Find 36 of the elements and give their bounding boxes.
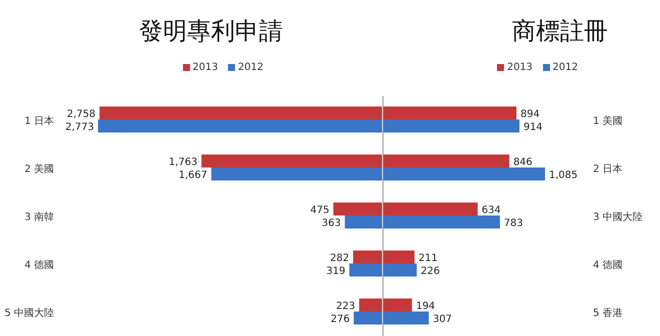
data-label: 307 <box>432 314 452 326</box>
y-tick-label: 3 中國大陸 <box>593 211 643 223</box>
legend-label: 2013 <box>192 62 218 73</box>
data-label: 194 <box>416 301 436 312</box>
data-label: 319 <box>326 266 346 278</box>
chart-title: 商標註冊 <box>511 16 609 47</box>
data-label: 223 <box>336 301 356 312</box>
y-tick-label: 2 日本 <box>593 163 623 175</box>
y-tick-label: 2 美國 <box>24 163 54 175</box>
data-label: 1,667 <box>178 170 208 182</box>
data-label: 846 <box>513 157 532 168</box>
y-tick-label: 3 南韓 <box>24 211 54 223</box>
y-tick-label: 5 中國大陸 <box>4 307 54 319</box>
data-label: 475 <box>310 205 330 216</box>
legend-label: 2012 <box>552 62 578 73</box>
y-tick-label: 1 日本 <box>24 115 54 127</box>
data-label: 276 <box>330 314 350 326</box>
y-tick-label: 1 美國 <box>593 115 623 127</box>
data-label: 2,758 <box>66 109 96 120</box>
data-label: 1,085 <box>549 170 578 182</box>
data-label: 2,773 <box>65 122 94 134</box>
data-label: 1,763 <box>168 157 198 168</box>
y-tick-label: 4 德國 <box>24 260 54 271</box>
data-label: 282 <box>330 253 350 264</box>
legend-label: 2013 <box>506 62 533 73</box>
data-label: 914 <box>523 122 543 134</box>
data-label: 211 <box>418 253 438 264</box>
legend-label: 2012 <box>237 62 264 73</box>
y-tick-label: 4 德國 <box>593 260 623 271</box>
data-label: 634 <box>482 205 501 216</box>
data-label: 226 <box>420 266 440 278</box>
data-label: 783 <box>504 218 524 230</box>
chart-title: 發明專利申請 <box>138 16 284 47</box>
y-tick-label: 5 香港 <box>593 307 623 319</box>
data-label: 363 <box>322 218 341 230</box>
data-label: 894 <box>520 109 540 120</box>
